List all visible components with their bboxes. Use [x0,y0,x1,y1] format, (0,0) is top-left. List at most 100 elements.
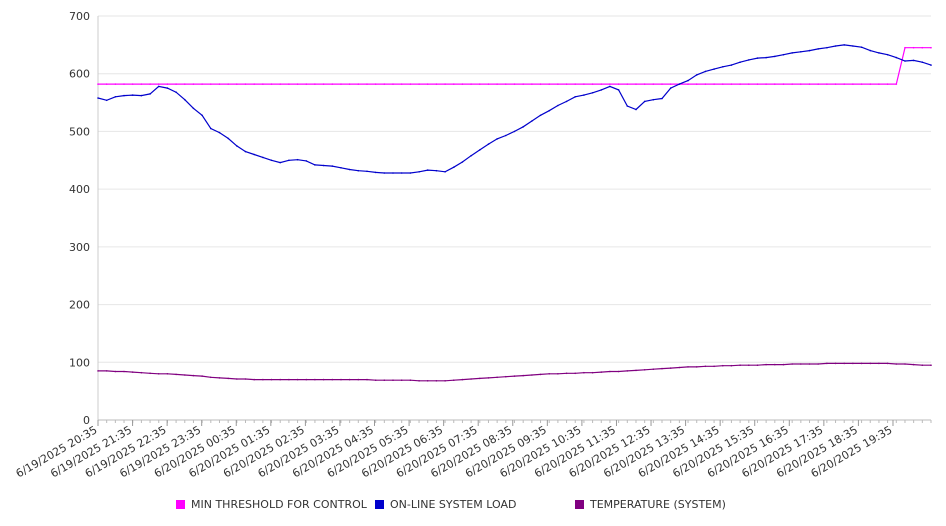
data-point [808,83,811,85]
data-point [435,169,438,172]
data-point [244,150,247,153]
data-point [479,377,481,380]
data-point [591,371,594,374]
data-point [426,83,429,85]
data-point [279,378,282,381]
data-point [609,370,611,373]
y-tick-label-400: 400 [69,183,90,196]
data-point [817,83,819,85]
data-point [635,83,637,85]
legend-label: TEMPERATURE (SYSTEM) [590,498,726,511]
data-point [583,94,585,96]
data-point [695,366,698,368]
data-point [791,83,793,85]
data-point [149,372,151,375]
data-point [522,374,524,377]
data-point [123,83,125,85]
data-point [218,83,221,85]
data-point [878,52,880,54]
data-point [279,83,282,85]
data-point [348,378,351,381]
data-point [817,363,819,365]
data-point [357,169,360,172]
y-tick-label-0: 0 [83,414,90,427]
data-point [166,87,169,89]
data-point [548,109,550,112]
data-point [340,83,342,85]
y-tick-label-100: 100 [69,356,90,369]
data-point [643,83,646,85]
data-point [904,363,906,365]
data-point [565,100,568,103]
data-point [921,364,924,367]
data-point [695,83,698,85]
data-point [852,362,854,365]
data-point [574,372,576,375]
data-point [565,372,568,375]
data-point [374,83,377,85]
data-point [531,83,533,85]
data-point [617,370,620,373]
data-point [826,83,828,85]
data-point [774,55,776,58]
data-point [782,53,785,56]
data-point [539,114,542,117]
data-point [262,83,264,85]
data-point [852,83,854,85]
data-point [800,83,802,85]
data-point [374,171,377,174]
data-point [765,363,767,366]
data-point [765,83,767,85]
data-point [886,83,889,85]
data-point [366,170,368,173]
data-point [227,137,229,140]
data-point [505,375,507,378]
data-point [739,83,741,85]
data-point [869,362,872,365]
y-tick-label-700: 700 [69,10,90,23]
data-point [826,46,828,49]
data-point [539,83,542,85]
data-point [557,104,559,107]
data-point [678,83,681,85]
data-point [175,373,177,376]
y-tick-label-600: 600 [69,68,90,81]
data-point [218,131,221,134]
data-point [878,362,880,365]
data-point [322,164,325,167]
data-point [496,138,498,140]
chart-legend: MIN THRESHOLD FOR CONTROL ON-LINE SYSTEM … [0,498,946,516]
data-point [800,363,802,365]
legend-item[interactable]: MIN THRESHOLD FOR CONTROL [176,498,367,511]
data-point [652,83,655,85]
data-point [357,83,360,85]
data-point [279,161,282,164]
data-point [140,94,143,97]
legend-item[interactable]: TEMPERATURE (SYSTEM) [575,498,726,511]
data-point [97,97,99,99]
data-point [418,171,420,173]
data-point [210,83,212,85]
data-point [314,83,316,85]
data-point [435,380,438,382]
data-point [305,160,308,162]
data-point [591,92,594,94]
data-point [192,107,195,110]
data-point [331,83,334,85]
data-point [444,380,446,382]
data-point [322,83,325,85]
data-point [912,46,915,49]
data-point [886,53,889,56]
data-point [409,379,412,382]
data-point [513,375,516,377]
data-point [626,105,629,107]
data-point [192,374,195,377]
data-point [860,46,863,48]
data-point [756,364,759,367]
data-point [149,93,151,95]
data-point [97,370,99,372]
legend-swatch [375,500,384,509]
legend-item[interactable]: ON-LINE SYSTEM LOAD [375,498,516,511]
data-point [348,83,351,85]
data-point [418,380,420,382]
